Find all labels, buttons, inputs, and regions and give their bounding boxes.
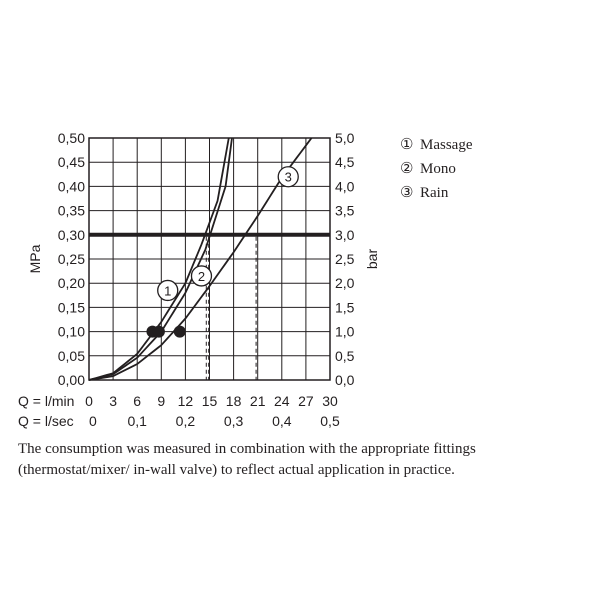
right-tick-label: 4,5 <box>335 154 355 170</box>
right-tick-label: 2,5 <box>335 251 355 267</box>
axes: 0,000,050,100,150,200,250,300,350,400,45… <box>18 130 380 429</box>
pressure-flow-chart: 123 0,000,050,100,150,200,250,300,350,40… <box>18 130 473 429</box>
left-tick-label: 0,20 <box>58 275 85 291</box>
x-secondary-axis-title: Q = l/sec <box>18 413 74 429</box>
legend-label-rain: Rain <box>420 185 449 201</box>
series-label-circle-massage <box>157 279 179 302</box>
x-primary-tick-label: 15 <box>202 393 218 409</box>
plot-frame <box>88 137 331 381</box>
right-tick-label: 0,0 <box>335 372 355 388</box>
right-axis-title: bar <box>364 249 380 270</box>
left-tick-label: 0,10 <box>58 324 85 340</box>
left-tick-label: 0,35 <box>58 203 85 219</box>
x-primary-tick-label: 27 <box>298 393 314 409</box>
series-line-mono <box>88 137 233 381</box>
left-axis-title: MPa <box>27 244 43 273</box>
legend-marker-mono: ② <box>400 161 413 177</box>
series-label-number-massage: 1 <box>164 283 171 298</box>
x-secondary-tick-label: 0,4 <box>272 413 292 429</box>
right-tick-label: 4,0 <box>335 178 355 194</box>
x-primary-tick-label: 30 <box>322 393 338 409</box>
x-primary-tick-label: 6 <box>133 393 141 409</box>
curves: 1 2 3 <box>88 137 313 381</box>
x-secondary-tick-label: 0,2 <box>176 413 196 429</box>
left-tick-label: 0,15 <box>58 299 85 315</box>
caption-text: The consumption was measured in combinat… <box>18 441 476 478</box>
legend-label-mono: Mono <box>420 161 456 177</box>
x-primary-tick-label: 24 <box>274 393 290 409</box>
right-tick-label: 0,5 <box>335 348 355 364</box>
legend-label-massage: Massage <box>420 137 473 153</box>
legend: ① Massage ② Mono ③ Rain <box>400 137 473 201</box>
series-label-number-mono: 2 <box>198 269 205 284</box>
x-primary-axis-title: Q = l/min <box>18 393 74 409</box>
left-tick-label: 0,30 <box>58 227 85 243</box>
right-tick-label: 5,0 <box>335 130 355 146</box>
right-tick-label: 1,5 <box>335 299 355 315</box>
x-secondary-tick-label: 0,5 <box>320 413 340 429</box>
x-primary-tick-label: 3 <box>109 393 117 409</box>
x-primary-tick-label: 9 <box>157 393 165 409</box>
series-point-rain <box>173 325 186 338</box>
series-line-massage <box>88 137 230 381</box>
left-tick-label: 0,25 <box>58 251 85 267</box>
series-point-mono <box>152 325 165 338</box>
series-line-rain <box>88 137 313 381</box>
x-secondary-tick-label: 0,1 <box>127 413 147 429</box>
right-tick-label: 3,5 <box>335 203 355 219</box>
x-primary-tick-label: 12 <box>178 393 194 409</box>
x-primary-tick-label: 21 <box>250 393 266 409</box>
series-label-circle-rain <box>277 166 299 188</box>
right-tick-label: 1,0 <box>335 324 355 340</box>
x-primary-tick-label: 0 <box>85 393 93 409</box>
right-tick-label: 3,0 <box>335 227 355 243</box>
series-label-circle-mono <box>190 265 213 287</box>
left-tick-label: 0,05 <box>58 348 85 364</box>
left-tick-label: 0,45 <box>58 154 85 170</box>
x-primary-tick-label: 18 <box>226 393 242 409</box>
x-secondary-tick-label: 0 <box>89 413 97 429</box>
legend-marker-massage: ① <box>400 137 413 153</box>
left-tick-label: 0,00 <box>58 372 85 388</box>
legend-marker-rain: ③ <box>400 185 413 201</box>
left-tick-label: 0,40 <box>58 178 85 194</box>
right-tick-label: 2,0 <box>335 275 355 291</box>
series-label-number-rain: 3 <box>285 170 292 185</box>
x-secondary-tick-label: 0,3 <box>224 413 244 429</box>
left-tick-label: 0,50 <box>58 130 85 146</box>
